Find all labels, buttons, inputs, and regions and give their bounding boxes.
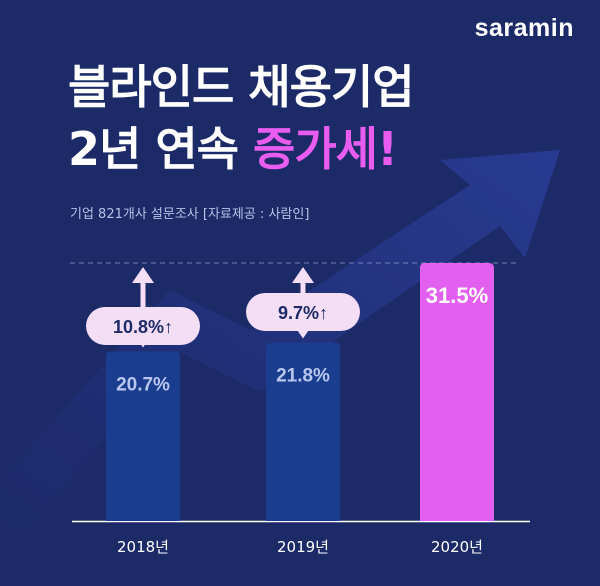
headline-line-1: 블라인드 채용기업 [68, 60, 415, 114]
bar-1 [266, 342, 340, 521]
growth-annotation-0: 10.8%↑ [86, 267, 200, 348]
headline-line-2-prefix: 2년 연속 [68, 122, 239, 176]
bar-value-label-1: 21.8% [276, 365, 330, 386]
source-note: 기업 821개사 설문조사 [자료제공 : 사람인] [70, 207, 310, 222]
growth-annotation-1: 9.7%↑ [246, 267, 360, 339]
x-tick-label-0: 2018년 [117, 538, 169, 556]
growth-pill-1 [246, 293, 360, 331]
growth-arrow-head-up-1 [292, 267, 314, 283]
growth-pill-0 [86, 307, 200, 345]
saramin-logo: saramin [474, 14, 574, 42]
x-tick-label-1: 2019년 [277, 538, 329, 556]
growth-pill-label-0: 10.8%↑ [113, 317, 173, 337]
bar-value-label-2: 31.5% [426, 283, 488, 308]
bar-value-label-0: 20.7% [116, 374, 170, 395]
growth-pill-label-1: 9.7%↑ [278, 303, 328, 323]
headline-line-2: 2년 연속 증가세! [68, 126, 398, 172]
headline-line-2-accent: 증가세! [253, 122, 398, 176]
bar-0 [106, 351, 180, 521]
bar-2 [420, 263, 494, 521]
growth-arrow-head-up-0 [132, 267, 154, 283]
x-tick-label-2: 2020년 [431, 538, 483, 556]
